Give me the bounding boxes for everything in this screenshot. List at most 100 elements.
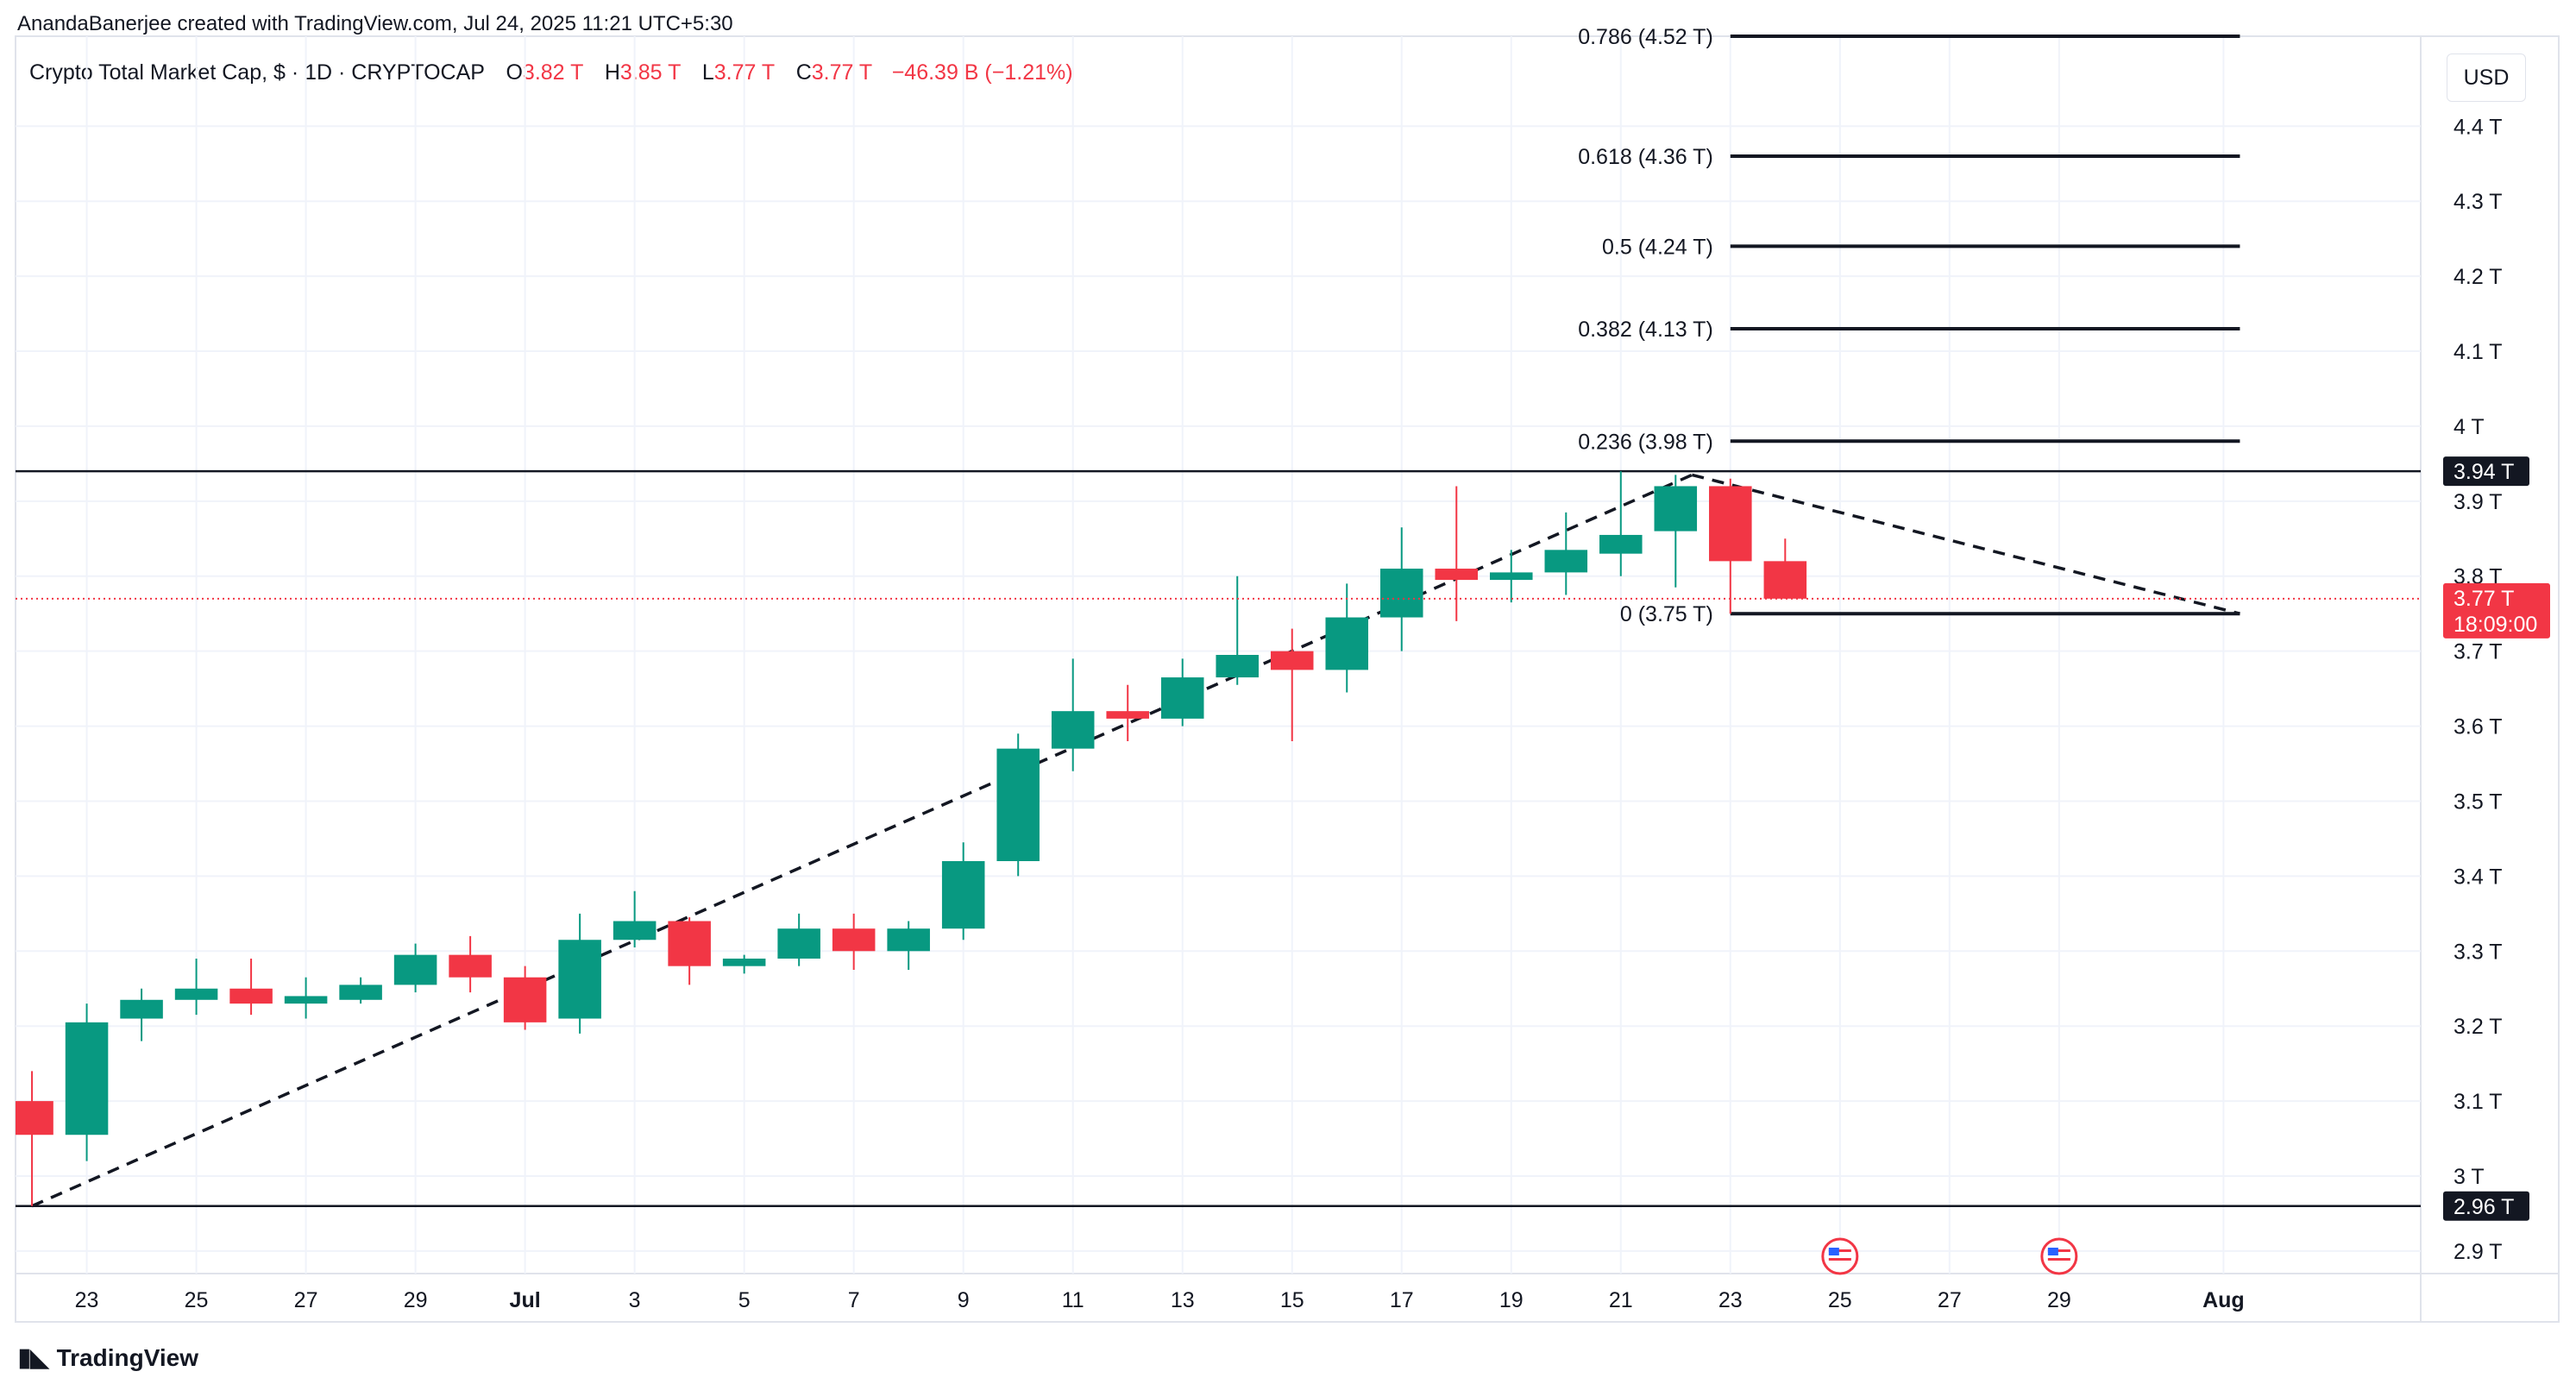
candle [1763, 538, 1807, 599]
candle-body [941, 861, 985, 929]
y-tick-label: 4.1 T [2453, 340, 2503, 364]
x-tick-label: 11 [1062, 1288, 1084, 1312]
candle-body [1160, 677, 1204, 719]
x-tick-label: 19 [1499, 1288, 1524, 1312]
candle [1106, 684, 1149, 741]
candle [777, 913, 820, 966]
fib-level-label: 0.382 (4.13 T) [1578, 318, 1713, 342]
flag-stripe [1828, 1258, 1851, 1261]
candle-body [449, 954, 492, 978]
flag-canton [1828, 1248, 1839, 1255]
symbol-legend: Crypto Total Market Cap, $ · 1D · CRYPTO… [29, 60, 1073, 85]
y-tick-label: 3.2 T [2453, 1015, 2503, 1039]
candle [1544, 512, 1588, 595]
high-value: 3.85 T [619, 60, 681, 85]
x-tick-label: 9 [958, 1288, 970, 1312]
y-tick-label: 4.3 T [2453, 190, 2503, 214]
x-tick-label: 23 [1718, 1288, 1743, 1312]
x-tick-label: 27 [1938, 1288, 1962, 1312]
y-tick-label: 2.9 T [2453, 1240, 2503, 1264]
candle [613, 890, 657, 947]
candle-body [558, 940, 601, 1019]
candle-body [668, 921, 711, 966]
y-tick-label: 4.2 T [2453, 265, 2503, 289]
y-tick-label: 3.6 T [2453, 715, 2503, 739]
flag-stripe [2047, 1262, 2070, 1265]
candle [229, 958, 273, 1016]
change-value: −46.39 B (−1.21%) [891, 60, 1073, 85]
candle [284, 977, 328, 1019]
candle [503, 966, 547, 1030]
candle [1051, 658, 1095, 771]
x-tick-label: 25 [1828, 1288, 1852, 1312]
candle [722, 954, 766, 974]
y-tick-label: 3.3 T [2453, 940, 2503, 964]
x-tick-label: 3 [629, 1288, 641, 1312]
fib-level-label: 0.5 (4.24 T) [1602, 235, 1713, 259]
candle [449, 935, 492, 993]
fib-level-label: 0.618 (4.36 T) [1578, 145, 1713, 169]
candle [996, 733, 1040, 877]
close-value: 3.77 T [811, 60, 872, 85]
candle-body [174, 988, 218, 1000]
candle [120, 988, 163, 1041]
candle [887, 921, 930, 971]
brand-label: TradingView [56, 1343, 199, 1371]
candle-body [339, 985, 382, 1000]
tradingview-brand[interactable]: ▮◣ TradingView [17, 1343, 198, 1373]
candle-body [1435, 569, 1479, 581]
y-tick-label: 3.5 T [2453, 790, 2503, 814]
candle [1435, 486, 1479, 621]
y-tick-label: 3.4 T [2453, 865, 2503, 889]
x-tick-label: Jul [510, 1288, 541, 1312]
candle-body [229, 988, 273, 1004]
x-tick-label: 29 [2047, 1288, 2071, 1312]
x-tick-label: 25 [185, 1288, 209, 1312]
x-tick-label: 17 [1390, 1288, 1414, 1312]
x-tick-label: 23 [75, 1288, 99, 1312]
candle [1270, 628, 1314, 741]
candle-body [887, 928, 930, 952]
y-tick-label: 3.7 T [2453, 640, 2503, 664]
candle-body [1051, 711, 1095, 749]
candle-body [1270, 651, 1314, 670]
flag-stripe [1828, 1249, 1851, 1252]
us-event-flag-icon[interactable] [2040, 1237, 2078, 1275]
symbol-title[interactable]: Crypto Total Market Cap, $ · 1D · CRYPTO… [29, 60, 485, 85]
level-badge [2443, 1191, 2529, 1221]
candle-body [1599, 534, 1643, 554]
candle-body [1763, 561, 1807, 599]
high-label: H [604, 60, 620, 85]
candle [339, 977, 382, 1004]
currency-selector[interactable]: USD [2447, 53, 2526, 102]
flag-stripe [1828, 1262, 1851, 1265]
us-event-flag-icon[interactable] [1821, 1237, 1859, 1275]
candles-group [16, 471, 1807, 1206]
y-tick-label: 3.1 T [2453, 1090, 2503, 1114]
last-price-badge [2443, 582, 2550, 639]
trend-line [1691, 473, 2240, 615]
candle-body [1489, 572, 1533, 581]
candle-body [613, 921, 657, 940]
candle [1599, 471, 1643, 576]
candle [65, 1003, 109, 1161]
candle-body [996, 748, 1040, 861]
candle-body [1325, 617, 1369, 670]
x-tick-label: 5 [738, 1288, 751, 1312]
x-tick-label: 7 [848, 1288, 860, 1312]
candle [558, 913, 601, 1034]
candle [1379, 527, 1423, 651]
flag-stripe [2047, 1254, 2070, 1256]
flag-stripe [2047, 1249, 2070, 1252]
candle-body [1709, 486, 1752, 562]
candle-body [120, 999, 163, 1019]
candle-body [16, 1101, 53, 1136]
candle-body [1106, 711, 1149, 719]
candle [1160, 658, 1204, 727]
candle-body [503, 977, 547, 1022]
last-price-label: 3.77 T [2453, 587, 2514, 611]
fib-level-label: 0.786 (4.52 T) [1578, 25, 1713, 49]
close-label: C [795, 60, 812, 85]
candle-body [393, 954, 437, 985]
